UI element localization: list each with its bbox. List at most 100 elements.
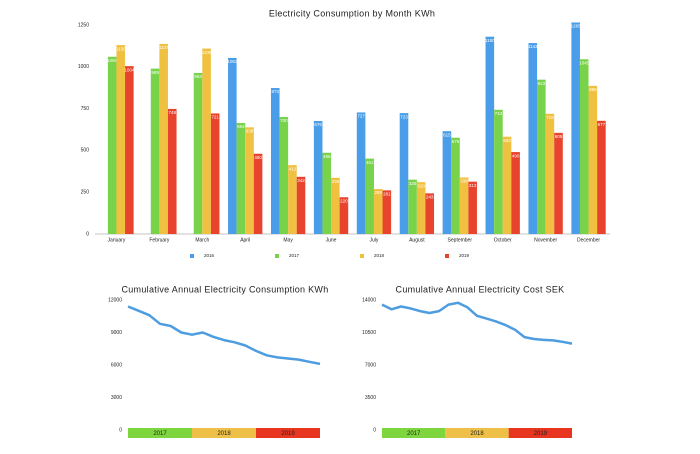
value-label: 1053 — [227, 59, 238, 64]
bar — [373, 189, 383, 234]
value-label: 576 — [452, 139, 460, 144]
bar — [365, 158, 374, 234]
bar — [107, 56, 117, 234]
y-tick-label: 1250 — [78, 22, 89, 28]
value-label: 638 — [246, 129, 254, 134]
bar — [442, 131, 452, 234]
bar — [288, 165, 297, 234]
value-label: 336 — [332, 179, 340, 184]
chart-title: Electricity Consumption by Month KWh — [269, 8, 435, 18]
bar — [485, 36, 495, 235]
bar — [159, 43, 168, 234]
value-label: 342 — [297, 178, 305, 183]
bar — [339, 197, 349, 234]
value-label: 269 — [374, 190, 382, 195]
bar — [579, 59, 589, 234]
x-tick-label: August — [409, 237, 425, 243]
x-tick-label: October — [494, 237, 512, 243]
value-label: 1109 — [202, 50, 212, 55]
value-label: 243 — [426, 195, 434, 200]
legend-label: 2016 — [204, 253, 215, 258]
bar — [511, 152, 520, 234]
value-label: 676 — [314, 122, 322, 127]
bar — [571, 22, 580, 234]
value-label: 1180 — [485, 38, 495, 43]
value-label: 923 — [538, 81, 546, 86]
bar — [468, 181, 477, 234]
x-band-label: 2017 — [407, 431, 421, 437]
bar — [270, 88, 280, 235]
x-tick-label: April — [240, 237, 250, 243]
x-band — [256, 428, 320, 438]
chart-title: Cumulative Annual Electricity Cost SEK — [396, 284, 565, 294]
value-label: 338 — [460, 179, 468, 184]
bar — [528, 43, 538, 234]
value-label: 743 — [495, 111, 503, 116]
bar — [588, 85, 598, 234]
line — [127, 305, 321, 366]
value-label: 451 — [366, 160, 374, 165]
x-tick-label: June — [326, 237, 337, 243]
x-tick-label: November — [534, 237, 557, 243]
bar — [331, 177, 340, 234]
value-label: 480 — [254, 155, 262, 160]
y-tick-label: 10500 — [362, 330, 376, 336]
bar — [459, 177, 469, 234]
bar — [150, 68, 160, 235]
x-band-label: 2019 — [534, 431, 548, 437]
bar — [167, 108, 177, 234]
value-label: 1265 — [571, 24, 582, 29]
bar — [116, 45, 126, 235]
bar — [202, 48, 211, 235]
bar — [236, 122, 246, 234]
value-label: 582 — [503, 138, 511, 143]
x-tick-label: March — [195, 237, 209, 243]
bar — [193, 72, 203, 235]
value-label: 873 — [271, 89, 279, 94]
bar — [554, 132, 563, 234]
x-band — [192, 428, 256, 438]
y-tick-label: 500 — [81, 148, 90, 154]
y-tick-label: 7000 — [365, 362, 376, 368]
legend-swatch — [445, 254, 449, 258]
x-band-label: 2018 — [217, 431, 231, 437]
value-label: 727 — [357, 114, 365, 119]
value-label: 310 — [417, 183, 425, 188]
value-label: 1004 — [124, 67, 135, 72]
value-label: 886 — [589, 87, 597, 92]
bar — [245, 127, 254, 234]
x-band — [128, 428, 192, 438]
value-label: 490 — [512, 153, 520, 158]
legend-label: 2017 — [289, 253, 300, 258]
value-label: 1060 — [107, 58, 118, 63]
bar — [210, 113, 220, 234]
value-label: 700 — [280, 118, 288, 123]
bar — [425, 193, 435, 234]
line — [381, 301, 573, 345]
value-label: 325 — [409, 181, 417, 186]
bar — [408, 179, 417, 234]
bar — [296, 176, 306, 234]
bar — [416, 182, 426, 234]
x-tick-label: February — [149, 237, 170, 243]
y-tick-label: 3500 — [365, 395, 376, 401]
value-label: 412 — [289, 166, 297, 171]
x-band-label: 2018 — [470, 431, 484, 437]
bar — [253, 153, 263, 234]
legend-label: 2018 — [374, 253, 385, 258]
value-label: 313 — [469, 183, 477, 188]
value-label: 748 — [168, 110, 176, 115]
y-tick-label: 6000 — [111, 362, 122, 368]
legend-swatch — [190, 254, 194, 258]
y-tick-label: 250 — [81, 190, 90, 196]
value-label: 486 — [323, 154, 331, 159]
bar — [228, 57, 237, 234]
x-band-label: 2019 — [281, 431, 295, 437]
chart-title: Cumulative Annual Electricity Consumptio… — [121, 284, 328, 294]
x-tick-label: January — [108, 237, 126, 243]
value-label: 261 — [383, 192, 391, 197]
value-label: 664 — [237, 124, 245, 129]
value-label: 1137 — [159, 45, 169, 50]
value-label: 723 — [400, 114, 408, 119]
